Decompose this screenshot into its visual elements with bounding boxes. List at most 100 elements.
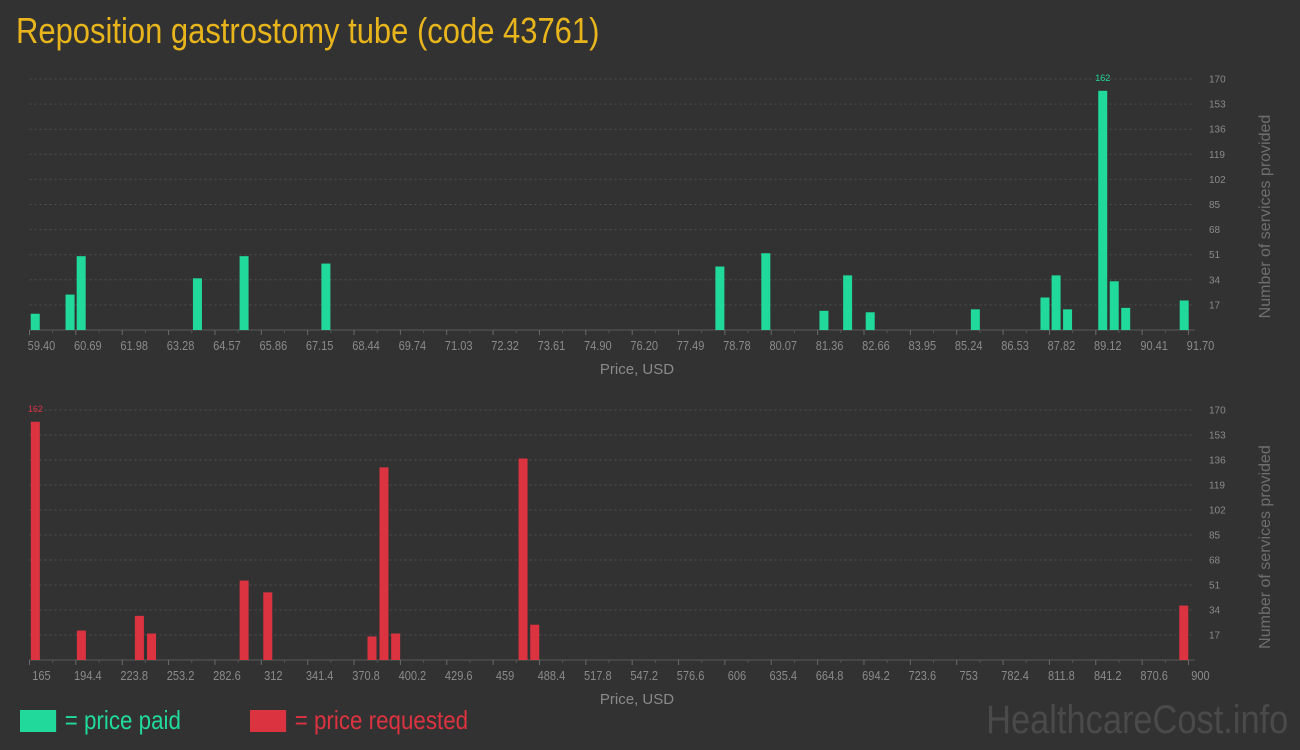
max-value-label: 162 xyxy=(1095,73,1110,83)
bar xyxy=(134,615,144,660)
x-tick-label: 60.69 xyxy=(74,338,102,353)
x-tick-label: 606 xyxy=(728,668,747,683)
bar xyxy=(76,256,86,330)
x-tick-label: 78.78 xyxy=(723,338,751,353)
page-title: Reposition gastrostomy tube (code 43761) xyxy=(16,10,600,51)
x-tick-label: 67.15 xyxy=(306,338,334,353)
y-tick-label: 17 xyxy=(1209,631,1221,642)
x-tick-label: 547.2 xyxy=(630,668,658,683)
bar xyxy=(239,256,249,330)
bar xyxy=(1179,300,1189,330)
y-axis-title: Number of services provided xyxy=(1257,445,1274,649)
x-tick-label: 87.82 xyxy=(1048,338,1076,353)
bar xyxy=(1051,275,1061,330)
bar xyxy=(843,275,853,330)
x-tick-label: 459 xyxy=(496,668,515,683)
bar xyxy=(865,312,875,330)
x-tick-label: 165 xyxy=(32,668,51,683)
y-tick-label: 51 xyxy=(1209,250,1221,261)
y-tick-label: 68 xyxy=(1209,225,1221,236)
x-tick-label: 64.57 xyxy=(213,338,241,353)
x-tick-label: 753 xyxy=(959,668,978,683)
bar xyxy=(1109,281,1119,330)
x-tick-label: 74.90 xyxy=(584,338,612,353)
bar xyxy=(65,294,75,330)
x-axis-title: Price, USD xyxy=(600,361,674,378)
x-tick-label: 85.24 xyxy=(955,338,983,353)
x-tick-label: 68.44 xyxy=(352,338,380,353)
legend-requested-label: = price requested xyxy=(294,705,469,735)
bar xyxy=(379,467,389,660)
x-tick-label: 517.8 xyxy=(584,668,612,683)
bar xyxy=(970,309,980,330)
x-tick-label: 194.4 xyxy=(74,668,102,683)
x-tick-label: 83.95 xyxy=(909,338,937,353)
x-tick-label: 63.28 xyxy=(167,338,195,353)
bar xyxy=(263,592,273,660)
max-value-label: 162 xyxy=(28,404,43,414)
watermark-logo: HealthcareCost.info xyxy=(985,698,1288,742)
x-tick-label: 488.4 xyxy=(538,668,566,683)
x-tick-label: 72.32 xyxy=(491,338,519,353)
bar xyxy=(192,278,202,330)
y-tick-label: 136 xyxy=(1209,456,1226,467)
bar xyxy=(147,633,157,660)
x-tick-label: 635.4 xyxy=(769,668,797,683)
x-tick-label: 312 xyxy=(264,668,283,683)
y-tick-label: 170 xyxy=(1209,406,1226,417)
x-tick-label: 782.4 xyxy=(1001,668,1029,683)
bar xyxy=(321,263,331,330)
bar xyxy=(239,580,249,660)
legend-paid: = price paid xyxy=(20,705,181,736)
y-tick-label: 153 xyxy=(1209,100,1226,111)
bar xyxy=(715,266,725,330)
x-tick-label: 73.61 xyxy=(538,338,566,353)
bar xyxy=(30,421,40,660)
bar xyxy=(1179,605,1189,660)
y-tick-label: 85 xyxy=(1209,200,1221,211)
bar xyxy=(518,458,528,660)
bar xyxy=(30,313,40,330)
bar xyxy=(391,633,401,660)
y-tick-label: 119 xyxy=(1209,150,1225,161)
x-tick-label: 81.36 xyxy=(816,338,844,353)
x-tick-label: 61.98 xyxy=(120,338,148,353)
bar xyxy=(1121,307,1131,330)
y-tick-label: 34 xyxy=(1209,275,1221,286)
x-tick-label: 811.8 xyxy=(1048,668,1075,683)
x-tick-label: 65.86 xyxy=(259,338,287,353)
x-tick-label: 576.6 xyxy=(677,668,705,683)
x-tick-label: 77.49 xyxy=(677,338,705,353)
y-tick-label: 102 xyxy=(1209,506,1226,517)
x-tick-label: 341.4 xyxy=(306,668,334,683)
bar xyxy=(1098,90,1108,330)
x-tick-label: 76.20 xyxy=(630,338,658,353)
x-tick-label: 900 xyxy=(1191,668,1210,683)
bar xyxy=(76,630,86,660)
bar xyxy=(761,253,771,330)
x-tick-label: 694.2 xyxy=(862,668,890,683)
x-tick-label: 59.40 xyxy=(28,338,56,353)
y-tick-label: 34 xyxy=(1209,606,1221,617)
x-tick-label: 91.70 xyxy=(1187,338,1215,353)
x-tick-label: 429.6 xyxy=(445,668,473,683)
x-tick-label: 282.6 xyxy=(213,668,241,683)
y-tick-label: 153 xyxy=(1209,431,1226,442)
x-tick-label: 253.2 xyxy=(167,668,195,683)
x-tick-label: 90.41 xyxy=(1140,338,1168,353)
y-tick-label: 119 xyxy=(1209,481,1225,492)
legend-paid-swatch xyxy=(20,709,57,732)
x-tick-label: 664.8 xyxy=(816,668,844,683)
x-tick-label: 82.66 xyxy=(862,338,890,353)
x-tick-label: 841.2 xyxy=(1094,668,1122,683)
x-tick-label: 89.12 xyxy=(1094,338,1122,353)
legend-paid-label: = price paid xyxy=(64,705,181,735)
x-tick-label: 80.07 xyxy=(769,338,797,353)
y-tick-label: 136 xyxy=(1209,125,1226,136)
bar xyxy=(819,310,829,330)
y-tick-label: 68 xyxy=(1209,556,1221,567)
x-axis-title: Price, USD xyxy=(600,691,674,708)
legend-requested: = price requested xyxy=(250,705,468,736)
bar xyxy=(367,636,377,660)
